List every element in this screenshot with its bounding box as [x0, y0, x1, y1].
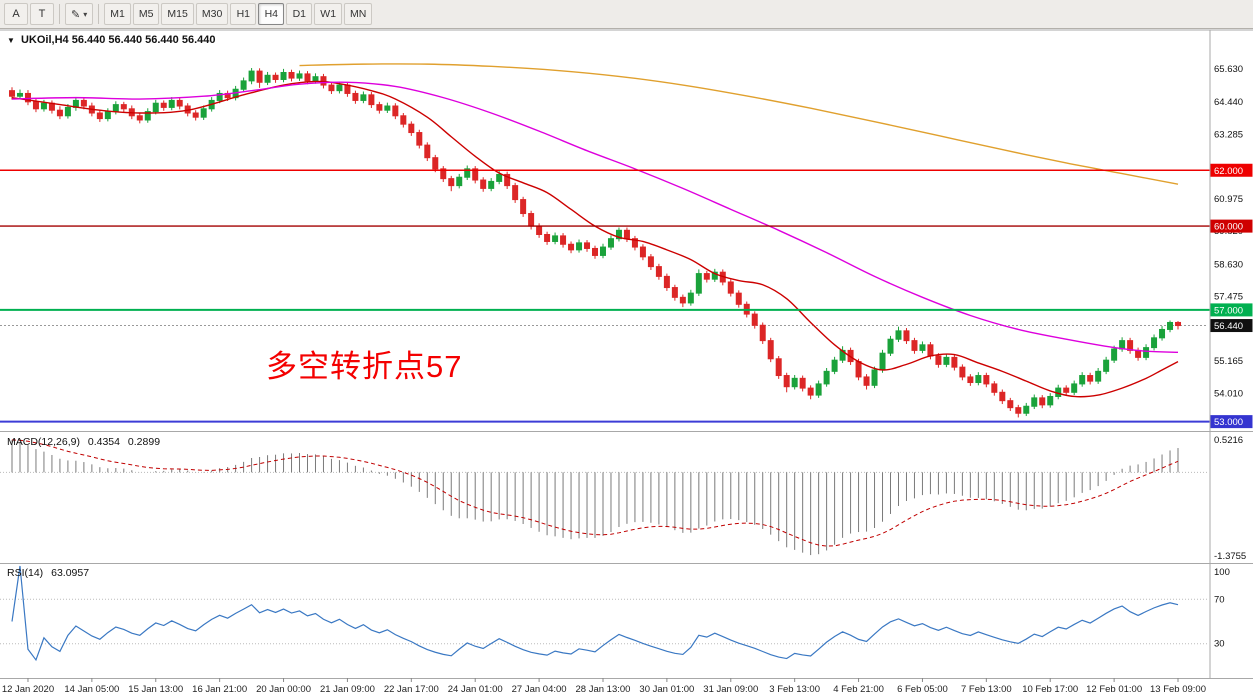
svg-text:57.000: 57.000	[1214, 305, 1243, 316]
svg-text:70: 70	[1214, 594, 1225, 605]
macd-name: MACD(12,26,9)	[7, 436, 80, 448]
svg-text:60.000: 60.000	[1214, 222, 1243, 233]
svg-text:63.285: 63.285	[1214, 129, 1243, 140]
timeframe-button-d1[interactable]: D1	[286, 3, 313, 25]
font-tool-button[interactable]: A	[4, 3, 28, 25]
svg-text:15 Jan 13:00: 15 Jan 13:00	[128, 684, 183, 695]
pencil-icon: ✎	[71, 8, 81, 21]
price-badge-60.000: 60.000	[1210, 219, 1253, 233]
svg-text:57.475: 57.475	[1214, 292, 1243, 303]
svg-text:13 Feb 09:00: 13 Feb 09:00	[1150, 684, 1206, 695]
timeframe-button-m30[interactable]: M30	[195, 3, 229, 25]
svg-text:0.5216: 0.5216	[1214, 435, 1243, 446]
svg-text:12 Jan 2020: 12 Jan 2020	[2, 684, 54, 695]
text-tool-button[interactable]: T	[30, 3, 54, 25]
macd-main-value: 0.4354	[87, 436, 120, 448]
timeframe-button-m5[interactable]: M5	[132, 3, 160, 25]
rsi-line	[11, 565, 1179, 662]
svg-text:3 Feb 13:00: 3 Feb 13:00	[769, 684, 820, 695]
svg-text:100: 100	[1214, 567, 1230, 578]
macd-label: MACD(12,26,9) 0.4354 0.2899	[7, 436, 165, 448]
draw-tool-button[interactable]: ✎ ▾	[65, 3, 94, 25]
ma-slow-orange	[299, 63, 1179, 185]
ma-fast-red	[11, 80, 1179, 398]
svg-text:24 Jan 01:00: 24 Jan 01:00	[448, 684, 503, 695]
svg-text:64.440: 64.440	[1214, 97, 1243, 108]
toolbar: A T ✎ ▾ M1 M5 M15 M30 H1 H4 D1 W1 MN	[0, 0, 1253, 29]
candles-layer	[9, 68, 1182, 418]
plot-layers	[0, 63, 1208, 662]
svg-text:60.975: 60.975	[1214, 194, 1243, 205]
timeframe-button-w1[interactable]: W1	[314, 3, 343, 25]
svg-text:28 Jan 13:00: 28 Jan 13:00	[576, 684, 631, 695]
price-badge-62.000: 62.000	[1210, 163, 1253, 177]
ohlc-values: 56.440 56.440 56.440 56.440	[71, 34, 216, 46]
price-badge-53.000: 53.000	[1210, 415, 1253, 429]
svg-text:21 Jan 09:00: 21 Jan 09:00	[320, 684, 375, 695]
rsi-label: RSI(14) 63.0957	[7, 567, 94, 579]
toolbar-separator	[59, 4, 60, 24]
svg-text:7 Feb 13:00: 7 Feb 13:00	[961, 684, 1012, 695]
svg-text:27 Jan 04:00: 27 Jan 04:00	[512, 684, 567, 695]
symbol-period-label: UKOil,H4	[20, 34, 69, 46]
svg-text:54.010: 54.010	[1214, 388, 1243, 399]
svg-text:22 Jan 17:00: 22 Jan 17:00	[384, 684, 439, 695]
timeframe-button-m1[interactable]: M1	[104, 3, 131, 25]
svg-text:58.630: 58.630	[1214, 259, 1243, 270]
svg-text:16 Jan 21:00: 16 Jan 21:00	[192, 684, 247, 695]
svg-text:4 Feb 21:00: 4 Feb 21:00	[833, 684, 884, 695]
svg-text:20 Jan 00:00: 20 Jan 00:00	[256, 684, 311, 695]
macd-signal-line	[11, 439, 1179, 547]
symbol-dropdown-icon[interactable]: ▼	[7, 36, 15, 45]
svg-text:12 Feb 01:00: 12 Feb 01:00	[1086, 684, 1142, 695]
current-price-badge: 56.440	[1210, 319, 1253, 333]
macd-signal-value: 0.2899	[127, 436, 161, 448]
timeframe-button-h4[interactable]: H4	[258, 3, 285, 25]
time-axis: 12 Jan 2020 14 Jan 05:00 15 Jan 13:00 16 Ja…	[2, 678, 1206, 695]
svg-text:65.630: 65.630	[1214, 64, 1243, 75]
svg-text:55.165: 55.165	[1214, 356, 1243, 367]
symbol-title: ▼ UKOil,H4 56.440 56.440 56.440 56.440	[7, 34, 215, 46]
svg-text:6 Feb 05:00: 6 Feb 05:00	[897, 684, 948, 695]
svg-text:14 Jan 05:00: 14 Jan 05:00	[64, 684, 119, 695]
toolbar-separator	[98, 4, 100, 24]
svg-text:31 Jan 09:00: 31 Jan 09:00	[703, 684, 758, 695]
macd-histogram	[11, 439, 1179, 556]
ma-medium-magenta	[11, 81, 1179, 354]
svg-text:30: 30	[1214, 639, 1225, 650]
svg-text:-1.3755: -1.3755	[1214, 551, 1246, 562]
chevron-down-icon: ▾	[83, 9, 88, 19]
price-badge-57.000: 57.000	[1210, 303, 1253, 317]
svg-text:56.440: 56.440	[1214, 321, 1243, 332]
timeframe-button-m15[interactable]: M15	[161, 3, 194, 25]
chart-text-annotation: 多空转折点57	[266, 349, 463, 384]
timeframe-button-mn[interactable]: MN	[344, 3, 373, 25]
rsi-value: 63.0957	[51, 567, 90, 579]
svg-text:10 Feb 17:00: 10 Feb 17:00	[1022, 684, 1078, 695]
svg-text:62.000: 62.000	[1214, 166, 1243, 177]
timeframe-button-h1[interactable]: H1	[230, 3, 257, 25]
rsi-name: RSI(14)	[7, 567, 44, 579]
svg-text:30 Jan 01:00: 30 Jan 01:00	[639, 684, 694, 695]
svg-text:53.000: 53.000	[1214, 417, 1243, 428]
